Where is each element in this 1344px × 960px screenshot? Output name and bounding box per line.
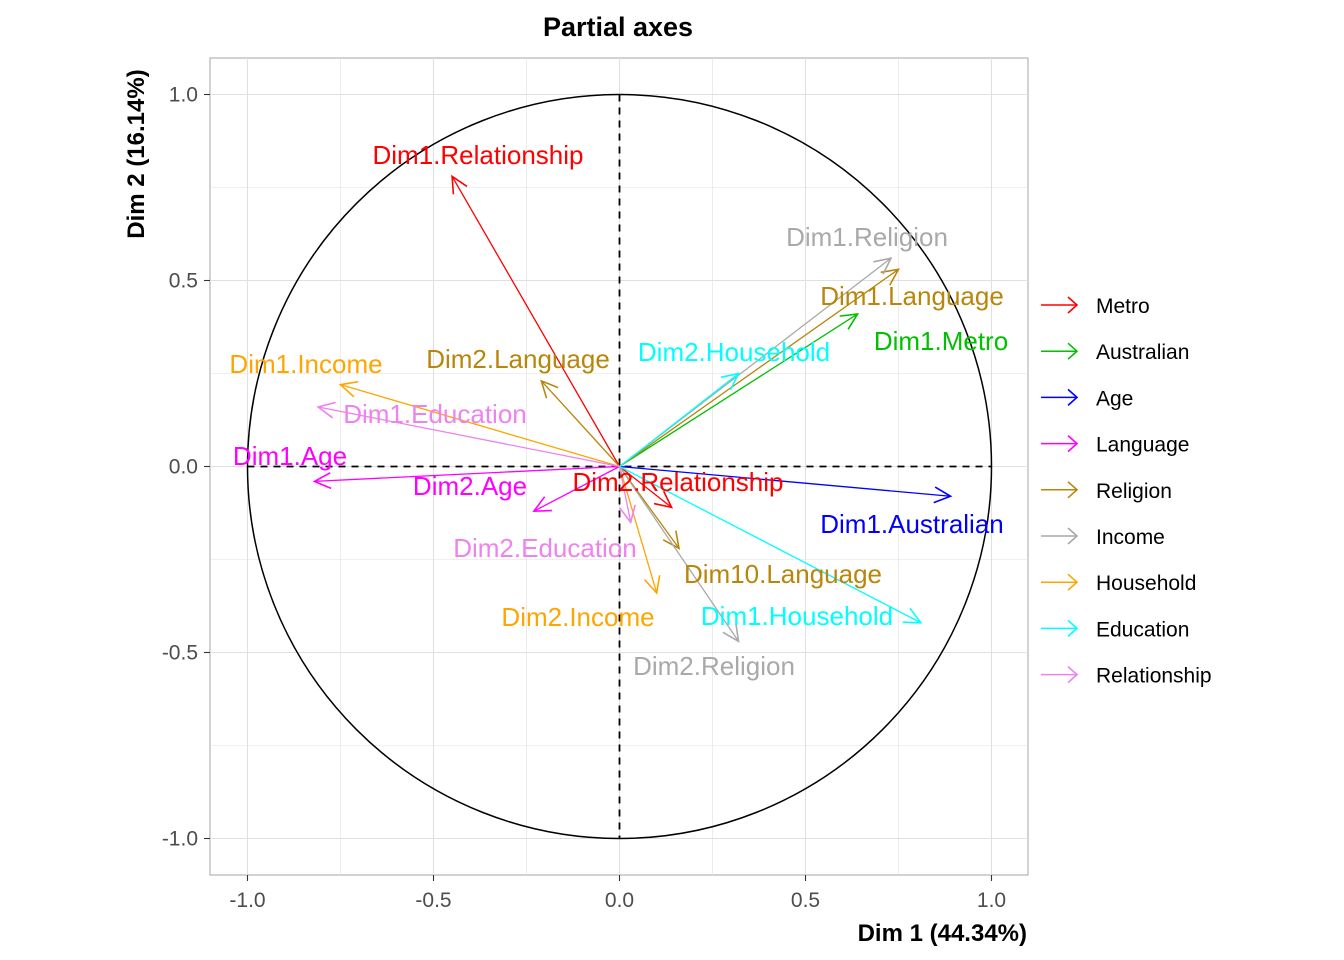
vector-dim1-education <box>318 406 620 468</box>
legend-key-arrow-age <box>1067 388 1079 406</box>
legend-label-metro: Metro <box>1096 295 1150 318</box>
vector-dim1-language <box>619 268 899 468</box>
vector-dim1-income <box>340 384 620 468</box>
arrowhead-dim1-income <box>338 380 359 398</box>
vector-dim1-metro <box>619 313 858 468</box>
label-dim2-relationship: Dim2.Relationship <box>573 467 784 497</box>
reference-lines <box>247 94 992 839</box>
arrowhead-dim10-language <box>662 530 681 550</box>
y-tick-label: 0.5 <box>169 270 198 293</box>
label-dim1-household: Dim1.Household <box>701 601 893 631</box>
vector-dim1-australian <box>619 465 951 497</box>
arrowhead-dim2-income <box>644 575 661 595</box>
vector-dim2-age <box>533 465 620 512</box>
x-tick-label: 0.5 <box>791 889 820 912</box>
legend-key-arrow-relationship <box>1067 666 1079 684</box>
arrowhead-dim2-religion <box>722 623 740 643</box>
label-dim2-age: Dim2.Age <box>413 471 527 501</box>
y-tick-label: -0.5 <box>162 642 198 665</box>
legend: Metro Australian Age Language Religion Income… <box>1041 295 1212 688</box>
legend-label-language: Language <box>1096 434 1189 457</box>
label-dim1-metro: Dim1.Metro <box>874 326 1008 356</box>
label-dim2-religion: Dim2.Religion <box>633 651 795 681</box>
label-dim1-education: Dim1.Education <box>343 399 527 429</box>
x-tick-label: 1.0 <box>977 889 1006 912</box>
arrowhead-dim1-religion <box>873 257 893 275</box>
x-tick-labels: -1.0 -0.5 0.0 0.5 1.0 <box>229 875 1006 912</box>
vector-layer <box>312 174 953 643</box>
x-axis-title: Dim 1 (44.34%) <box>858 920 1027 947</box>
y-tick-label: 1.0 <box>169 84 198 107</box>
vector-dim2-relationship <box>619 465 672 508</box>
y-tick-labels: -1.0 -0.5 0.0 0.5 1.0 <box>162 84 210 851</box>
legend-key-arrow-metro <box>1067 296 1079 314</box>
legend-label-age: Age <box>1096 387 1133 410</box>
legend-key-arrow-religion <box>1067 481 1079 499</box>
arrowhead-dim1-education <box>316 401 336 419</box>
y-tick-label: -1.0 <box>162 828 198 851</box>
label-dim1-australian: Dim1.Australian <box>820 509 1004 539</box>
vector-dim1-household <box>619 465 922 624</box>
arrowhead-dim2-relationship <box>653 490 674 509</box>
label-dim2-household: Dim2.Household <box>638 337 830 367</box>
x-tick-label: 0.0 <box>605 889 634 912</box>
vector-dim1-relationship <box>451 176 621 467</box>
legend-label-education: Education <box>1096 618 1189 641</box>
legend-label-australian: Australian <box>1096 341 1189 364</box>
vector-dim2-household <box>619 372 739 468</box>
arrowhead-dim1-relationship <box>451 174 468 195</box>
vector-label-layer: Dim1.Relationship Dim2.Relationship Dim1.M… <box>229 140 1008 681</box>
legend-label-religion: Religion <box>1096 480 1172 503</box>
arrowhead-dim2-household <box>720 372 740 391</box>
label-dim2-income: Dim2.Income <box>501 602 654 632</box>
y-tick-label: 0.0 <box>169 456 198 479</box>
legend-label-household: Household <box>1096 572 1196 595</box>
vector-dim2-income <box>618 466 658 594</box>
label-dim1-relationship: Dim1.Relationship <box>373 140 584 170</box>
legend-key-arrow-language <box>1067 435 1079 453</box>
arrowhead-dim2-age <box>532 496 552 512</box>
vector-dim2-education <box>618 466 632 523</box>
label-dim1-age: Dim1.Age <box>233 441 347 471</box>
vector-dim2-religion <box>618 466 740 642</box>
label-dim1-religion: Dim1.Religion <box>786 222 948 252</box>
vector-dim1-age <box>314 465 620 483</box>
x-tick-label: -1.0 <box>229 889 265 912</box>
vector-dim2-language <box>540 380 620 467</box>
label-dim1-income: Dim1.Income <box>229 349 382 379</box>
legend-key-arrow-household <box>1067 573 1079 591</box>
arrowhead-dim1-age <box>312 472 332 490</box>
arrowhead-dim1-australian <box>933 486 953 504</box>
legend-label-relationship: Relationship <box>1096 665 1212 688</box>
legend-key-arrow-australian <box>1067 342 1079 360</box>
arrowhead-dim1-language <box>880 268 901 286</box>
legend-key-arrow-income <box>1067 527 1079 545</box>
label-dim1-language: Dim1.Language <box>820 281 1004 311</box>
legend-label-income: Income <box>1096 526 1165 549</box>
y-axis-title: Dim 2 (16.14%) <box>123 69 150 238</box>
arrowhead-dim2-language <box>540 379 559 399</box>
label-dim2-language: Dim2.Language <box>426 344 610 374</box>
arrowhead-dim1-household <box>902 607 923 624</box>
label-dim2-education: Dim2.Education <box>453 533 637 563</box>
arrowhead-dim1-metro <box>839 312 860 330</box>
arrowhead-dim2-education <box>619 504 636 525</box>
legend-key-arrow-education <box>1067 619 1079 637</box>
label-dim10-language: Dim10.Language <box>684 559 882 589</box>
x-tick-label: -0.5 <box>415 889 451 912</box>
chart-title: Partial axes <box>543 12 693 42</box>
